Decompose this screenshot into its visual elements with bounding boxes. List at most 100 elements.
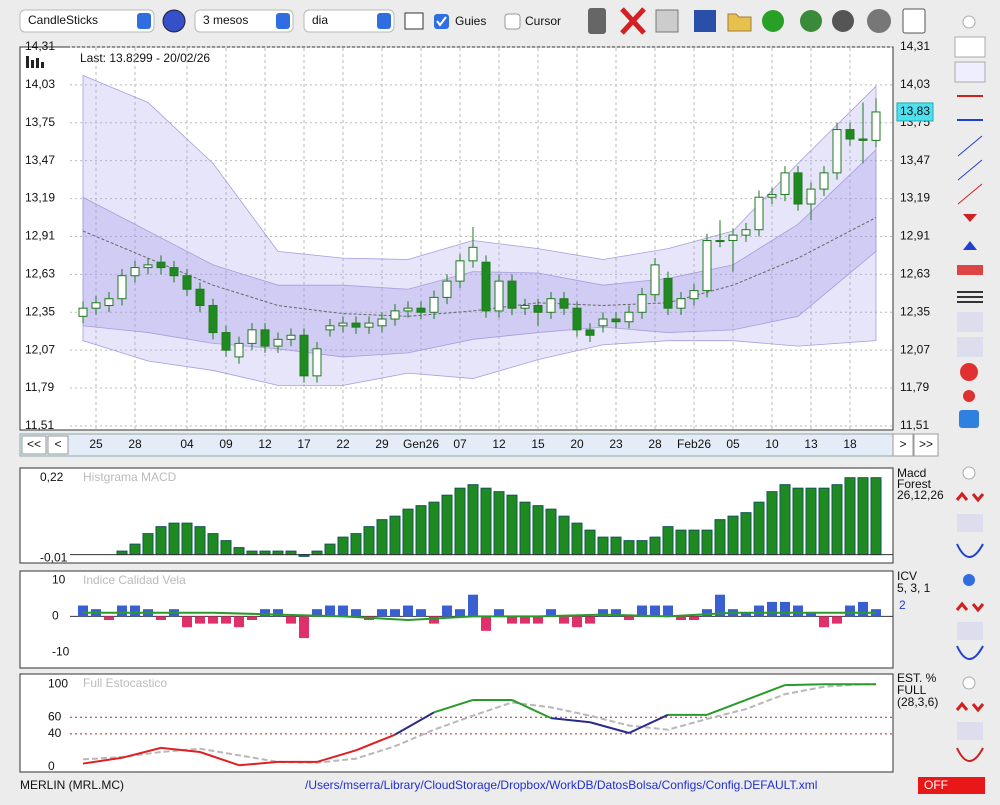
candle-body <box>143 264 153 269</box>
y-tick-label: 12,35 <box>25 304 55 318</box>
nav-last[interactable] <box>913 433 939 457</box>
icv-bar <box>689 616 699 620</box>
icv-bar <box>117 605 127 617</box>
period-select[interactable] <box>194 9 294 33</box>
candle-body <box>481 261 491 312</box>
zoom-tool[interactable] <box>954 36 986 58</box>
trend-tool[interactable] <box>957 159 983 181</box>
icv-bar <box>104 616 114 620</box>
candle-body <box>442 280 452 298</box>
candle-body <box>286 334 296 340</box>
export-icon[interactable] <box>800 10 822 32</box>
macd-bar <box>636 540 648 556</box>
chart-type-select[interactable] <box>19 9 155 33</box>
trend-tool[interactable] <box>957 183 983 205</box>
stoch-k <box>355 733 396 752</box>
candle-body <box>507 280 517 309</box>
interval-select[interactable] <box>303 9 395 33</box>
candle-body <box>273 338 283 347</box>
help-button[interactable] <box>162 9 186 33</box>
macd-bar <box>649 536 661 556</box>
macd-bar <box>519 501 531 556</box>
sidebar <box>954 36 986 762</box>
y-tick-label: 13,47 <box>25 153 55 167</box>
tool[interactable] <box>957 265 983 275</box>
macd-bar <box>415 505 427 556</box>
icv-legend: ICV <box>897 569 917 583</box>
currency-icon[interactable] <box>832 10 854 32</box>
stop-tool[interactable] <box>960 363 978 381</box>
refresh-icon[interactable] <box>762 10 784 32</box>
tool[interactable] <box>957 337 983 357</box>
tool[interactable] <box>955 491 985 503</box>
icv-bar <box>741 612 751 617</box>
candle-body <box>156 261 166 269</box>
tool[interactable] <box>957 722 983 740</box>
candle-body <box>637 294 647 313</box>
macd-bar <box>181 522 193 556</box>
print-icon[interactable] <box>655 9 679 33</box>
tool[interactable] <box>956 747 984 762</box>
save-icon[interactable] <box>694 10 716 32</box>
nav-prev[interactable] <box>47 435 69 455</box>
arrow-up-tool[interactable] <box>963 241 977 250</box>
open-icon[interactable] <box>727 13 752 32</box>
macd-bar <box>285 550 297 556</box>
icon-bar <box>31 60 34 68</box>
y-tick-label: 13,75 <box>25 115 55 129</box>
candle-body <box>767 194 777 198</box>
stoch-k <box>160 746 201 753</box>
icv-bar <box>585 616 595 624</box>
radio[interactable] <box>962 466 976 480</box>
candle-body <box>130 267 140 277</box>
stoch-k <box>394 711 435 736</box>
macd-bar <box>844 477 856 556</box>
lines-tool[interactable] <box>957 291 983 303</box>
x-tick-label: 17 <box>297 437 311 451</box>
chart-icon[interactable] <box>404 12 424 30</box>
icv-bar <box>754 605 764 617</box>
icv-bar <box>455 609 465 617</box>
calendar-icon[interactable] <box>902 8 926 34</box>
icv-bar <box>624 616 634 620</box>
icv-legend-value: 2 <box>899 598 906 612</box>
settings-icon[interactable] <box>867 9 891 33</box>
tool[interactable] <box>956 645 984 660</box>
delete-icon[interactable] <box>620 7 646 35</box>
sync-tool[interactable] <box>959 410 979 428</box>
period: 3 mesos <box>203 13 248 27</box>
nav-next[interactable] <box>892 433 914 457</box>
icv-legend: 5, 3, 1 <box>897 581 931 595</box>
candle-body <box>754 196 764 231</box>
trash-icon[interactable] <box>588 8 606 34</box>
icv-bar <box>845 605 855 617</box>
arrow-down-tool[interactable] <box>963 214 977 222</box>
cursor-checkbox[interactable] <box>504 13 521 30</box>
stoch-k <box>82 756 123 765</box>
y-tick-label: 12,63 <box>25 267 55 281</box>
y-tick-label: 12,91 <box>25 229 55 243</box>
record-tool[interactable] <box>963 390 975 402</box>
tool[interactable] <box>957 312 983 332</box>
radio[interactable] <box>963 574 975 586</box>
nav-prev-label: < <box>54 437 61 451</box>
macd-bar <box>623 540 635 556</box>
candle-body <box>299 334 309 377</box>
icv-bar <box>611 609 621 617</box>
state-badge[interactable] <box>918 777 985 794</box>
radio[interactable] <box>962 676 976 690</box>
interval: dia <box>312 13 328 27</box>
nav-first[interactable] <box>21 435 47 455</box>
tool[interactable] <box>955 701 985 713</box>
tool[interactable] <box>954 61 986 83</box>
macd-bar <box>818 487 830 556</box>
candle-body <box>338 322 348 327</box>
icv-bar <box>390 609 400 617</box>
tool[interactable] <box>957 514 983 532</box>
tool[interactable] <box>955 601 985 613</box>
radio[interactable] <box>962 15 976 29</box>
tool[interactable] <box>956 543 984 558</box>
x-tick-label: 04 <box>180 437 194 451</box>
trend-tool[interactable] <box>957 135 983 157</box>
tool[interactable] <box>957 622 983 640</box>
